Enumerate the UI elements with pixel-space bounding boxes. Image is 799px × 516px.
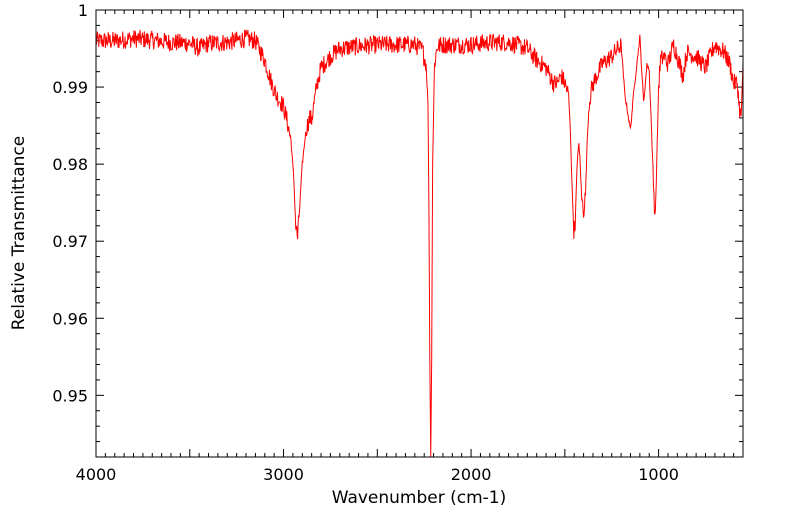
y-tick-label: 1 <box>78 1 88 20</box>
spectrum-line <box>95 29 744 458</box>
y-axis-label: Relative Transmittance <box>9 136 29 331</box>
series-layer <box>95 29 744 458</box>
axis-ticks <box>95 9 744 458</box>
x-tick-label: 1000 <box>638 465 679 484</box>
y-tick-label: 0.96 <box>52 309 88 328</box>
y-tick-label: 0.99 <box>52 78 88 97</box>
tick-labels: 0.95 0.96 0.97 0.98 0.99 1 4000 3000 2000 1000 <box>52 1 679 484</box>
x-axis-label: Wavenumber (cm-1) <box>332 488 507 508</box>
x-tick-label: 2000 <box>451 465 492 484</box>
y-tick-label: 0.95 <box>52 386 88 405</box>
plot-frame <box>95 9 744 458</box>
y-tick-label: 0.98 <box>52 155 88 174</box>
x-tick-label: 4000 <box>76 465 117 484</box>
y-tick-label: 0.97 <box>52 232 88 251</box>
x-tick-label: 3000 <box>263 465 304 484</box>
